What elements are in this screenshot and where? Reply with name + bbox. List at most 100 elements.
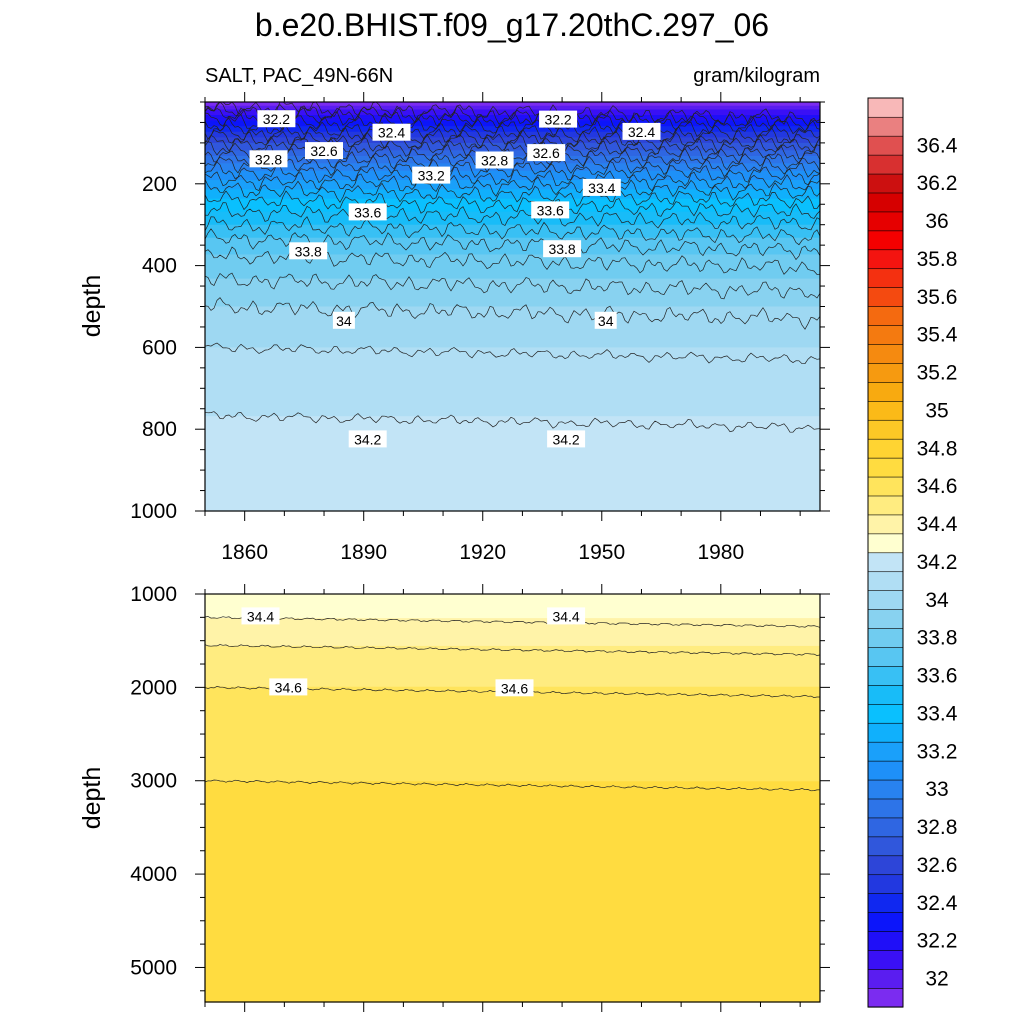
lower-fill-row [205, 753, 820, 756]
lower-fill-row [205, 614, 820, 617]
upper-fill-row [205, 185, 820, 189]
lower-fill-row [205, 905, 820, 909]
upper-fill-row [205, 468, 820, 471]
contour-label-box [269, 678, 308, 696]
lower-fill-row [205, 887, 820, 890]
upper-fill-row [205, 380, 820, 384]
upper-fill-row [205, 460, 820, 464]
colorbar-swatch [867, 949, 904, 970]
lower-fill-row [205, 770, 820, 773]
lower-fill-row [205, 772, 820, 775]
lower-fill-row [205, 727, 820, 730]
lower-fill-row [205, 874, 820, 877]
upper-contour-label: 32.8 [475, 151, 514, 169]
contour-label-text: 33.4 [588, 180, 615, 196]
lower-fill-row [205, 788, 820, 792]
colorbar-swatch [867, 343, 904, 364]
contour-label-box [594, 311, 617, 329]
upper-fill-row [205, 245, 820, 248]
lower-fill-row [205, 775, 820, 779]
upper-fill-row [205, 362, 820, 365]
colorbar-swatch [867, 476, 904, 497]
upper-fill-row [205, 351, 820, 354]
upper-fill-row [205, 315, 820, 319]
upper-fill-row [205, 447, 820, 451]
upper-fill-row [205, 471, 820, 475]
y-tick-label: 3000 [130, 770, 177, 793]
contour-label-box [543, 240, 582, 258]
contour-label-text: 34 [598, 313, 614, 329]
lower-fill-row [205, 707, 820, 710]
upper-fill-row [205, 230, 820, 233]
contour-label-text: 34.6 [501, 680, 528, 696]
colorbar-tick-label: 35.6 [917, 286, 958, 309]
lower-fill-row [205, 957, 820, 960]
contour-label-box [257, 110, 296, 128]
upper-fill-row [205, 284, 820, 287]
colorbar-swatch [867, 798, 904, 819]
lower-fill-row [205, 946, 820, 949]
colorbar-tick-label: 32.4 [917, 892, 958, 915]
lower-fill-row [205, 720, 820, 723]
upper-fill-row [205, 209, 820, 213]
upper-contour-label: 34.2 [547, 430, 586, 448]
lower-fill-row [205, 655, 820, 658]
lower-fill-row [205, 979, 820, 983]
upper-fill-row [205, 503, 820, 507]
upper-fill-row [205, 369, 820, 373]
contour-label-text: 34.4 [247, 608, 274, 624]
upper-fill-row [205, 252, 820, 256]
upper-contour-line [204, 272, 821, 300]
colorbar-tick-label: 32.2 [917, 930, 958, 953]
colorbar-swatch [867, 646, 904, 667]
upper-fill-row [205, 287, 820, 291]
lower-fill-row [205, 653, 820, 656]
lower-fill-row [205, 818, 820, 821]
lower-fill-row [205, 673, 820, 677]
y-tick-label: 1000 [130, 583, 177, 606]
lower-fill-row [205, 883, 820, 886]
lower-contour-label: 34.4 [241, 607, 280, 625]
contour-label-box [289, 242, 328, 260]
lower-fill-row [205, 631, 820, 634]
lower-fill-row [205, 966, 820, 970]
lower-contour-labels: 34.4 34.4 34.6 34.6 [241, 607, 586, 697]
contour-label-box [412, 166, 451, 184]
upper-fill-row [205, 490, 820, 494]
upper-fill-row [205, 492, 820, 495]
lower-fill-row [205, 762, 820, 766]
upper-fill-row [205, 313, 820, 317]
upper-fill-row [205, 419, 820, 423]
colorbar-tick-label: 36.4 [917, 134, 958, 157]
lower-fill-row [205, 842, 820, 845]
upper-fill-row [205, 247, 820, 250]
lower-fill-row [205, 777, 820, 781]
upper-contour-label: 32.4 [372, 123, 411, 141]
contour-label-text: 33.8 [295, 243, 322, 259]
colorbar-swatch [867, 400, 904, 421]
upper-fill-row [205, 202, 820, 205]
upper-fill-row [205, 198, 820, 202]
lower-fill-row [205, 632, 820, 636]
lower-fill-row [205, 896, 820, 899]
upper-fill-row [205, 191, 820, 194]
upper-fill-row [205, 345, 820, 348]
upper-fill-row [205, 274, 820, 278]
upper-fill-row [205, 178, 820, 181]
lower-fill-row [205, 805, 820, 808]
upper-fill-row [205, 365, 820, 369]
lower-fill-row [205, 759, 820, 762]
lower-fill-row [205, 621, 820, 625]
upper-fill-row [205, 406, 820, 410]
lower-fill-row [205, 649, 820, 653]
colorbar-swatch [867, 306, 904, 326]
lower-fill-row [205, 697, 820, 701]
lower-fill-row [205, 911, 820, 914]
lower-fill-row [205, 868, 820, 871]
lower-fill-row [205, 976, 820, 979]
upper-fill-row [205, 432, 820, 436]
x-tick-label: 1920 [459, 541, 506, 564]
contour-label-box [527, 144, 566, 162]
upper-fill-row [205, 410, 820, 414]
upper-fill-row [205, 354, 820, 358]
